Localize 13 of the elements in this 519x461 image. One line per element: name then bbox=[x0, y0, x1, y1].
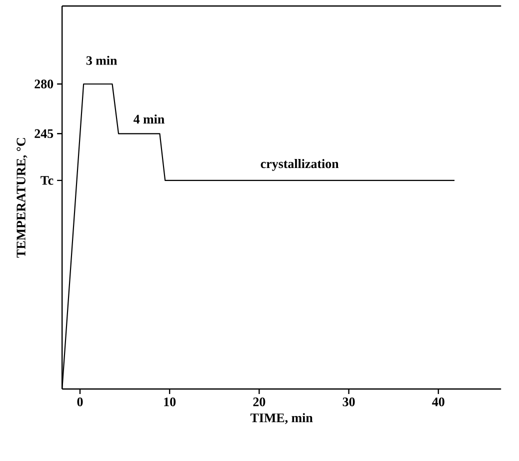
y-tick-label: Tc bbox=[40, 176, 54, 185]
x-tick-label: 10 bbox=[164, 398, 176, 406]
annotation: 3 min bbox=[86, 56, 118, 65]
x-tick-label: 40 bbox=[432, 398, 444, 406]
y-tick-label: 280 bbox=[34, 80, 54, 88]
x-axis-title: TIME, min bbox=[250, 413, 313, 424]
annotation: 4 min bbox=[134, 114, 164, 124]
x-tick-label: 20 bbox=[253, 398, 266, 406]
x-tick-label: 30 bbox=[342, 398, 355, 406]
annotation: crystallization bbox=[260, 159, 339, 171]
y-tick-label: 245 bbox=[34, 129, 54, 138]
y-axis-title: TEMPERATURE, °C bbox=[16, 138, 28, 258]
x-tick-label: 0 bbox=[77, 398, 83, 406]
